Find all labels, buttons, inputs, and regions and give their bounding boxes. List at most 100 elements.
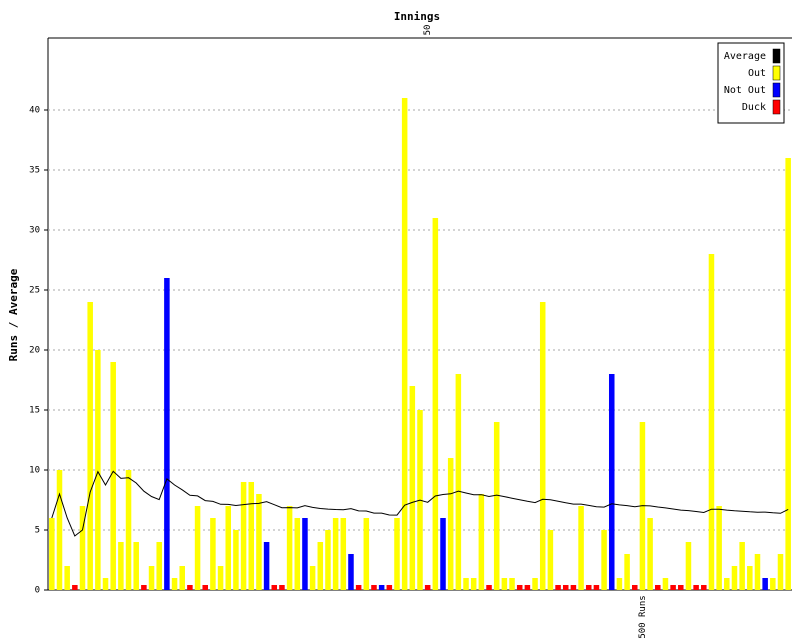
bar xyxy=(509,578,515,590)
bar xyxy=(401,98,408,590)
bar xyxy=(95,350,101,590)
legend-swatch xyxy=(772,82,781,98)
bar xyxy=(225,506,232,590)
bar xyxy=(302,518,308,590)
bar xyxy=(770,578,776,590)
bar xyxy=(562,585,569,590)
bar xyxy=(217,566,224,590)
bar xyxy=(56,470,63,590)
bar xyxy=(87,302,93,590)
bar xyxy=(616,578,623,590)
bar xyxy=(678,585,684,590)
bar xyxy=(478,494,485,590)
bottom-marker: 500 Runs xyxy=(638,595,648,638)
bar xyxy=(455,374,462,590)
bar xyxy=(171,578,178,590)
bar xyxy=(555,585,561,590)
bar xyxy=(294,518,301,590)
bar xyxy=(72,585,78,590)
average-line xyxy=(51,470,789,537)
bar xyxy=(394,518,400,590)
legend-swatch xyxy=(772,48,781,64)
y-axis-label: Runs / Average xyxy=(7,268,20,361)
bar xyxy=(424,585,431,590)
bar xyxy=(79,506,86,590)
bar xyxy=(194,506,201,590)
bar xyxy=(447,458,454,590)
y-tick-label: 25 xyxy=(29,286,40,296)
chart-title: Innings xyxy=(394,10,440,23)
bar xyxy=(248,482,255,590)
y-tick-label: 20 xyxy=(29,346,40,356)
bar xyxy=(754,554,761,590)
bar xyxy=(179,566,185,590)
bar xyxy=(156,542,162,590)
bar xyxy=(486,585,492,590)
y-tick-label: 5 xyxy=(35,526,40,536)
bar xyxy=(64,566,70,590)
bar xyxy=(731,566,738,590)
legend-swatch xyxy=(772,99,781,115)
bar xyxy=(187,585,193,590)
y-tick-label: 30 xyxy=(29,226,40,236)
bar xyxy=(601,530,607,590)
bar xyxy=(532,578,538,590)
legend-swatch xyxy=(772,65,781,81)
bar xyxy=(256,494,262,590)
bar xyxy=(141,585,147,590)
bar xyxy=(279,585,285,590)
bar xyxy=(325,530,331,590)
bar xyxy=(271,585,278,590)
bar xyxy=(747,566,753,590)
bar xyxy=(340,518,347,590)
bar xyxy=(593,585,600,590)
y-tick-label: 15 xyxy=(29,406,40,416)
bar xyxy=(701,585,707,590)
bar xyxy=(501,578,508,590)
bar xyxy=(739,542,745,590)
bar xyxy=(608,374,615,590)
bar xyxy=(363,518,370,590)
bar xyxy=(440,518,446,590)
y-tick-label: 40 xyxy=(29,106,40,116)
bar xyxy=(378,585,385,590)
bar xyxy=(240,482,247,590)
y-tick-label: 0 xyxy=(35,586,40,596)
bar xyxy=(202,585,208,590)
bar xyxy=(49,518,55,590)
bar xyxy=(662,578,669,590)
bar xyxy=(409,386,416,590)
bar xyxy=(524,585,531,590)
bar xyxy=(470,578,477,590)
bar xyxy=(570,585,577,590)
bar xyxy=(110,362,116,590)
bar xyxy=(762,578,768,590)
bar xyxy=(585,585,592,590)
bar xyxy=(493,422,500,590)
legend-label: Out xyxy=(748,68,766,79)
bar xyxy=(371,585,377,590)
bar xyxy=(716,506,722,590)
bar xyxy=(708,254,715,590)
bar xyxy=(655,585,661,590)
bar xyxy=(463,578,469,590)
bar xyxy=(578,506,584,590)
bar xyxy=(685,542,692,590)
bar xyxy=(233,530,239,590)
bar xyxy=(547,530,554,590)
bar xyxy=(164,278,170,590)
bar xyxy=(647,518,653,590)
legend-label: Not Out xyxy=(724,85,766,96)
bar xyxy=(785,158,791,590)
y-tick-label: 10 xyxy=(29,466,40,476)
bar xyxy=(133,542,139,590)
bar xyxy=(332,518,339,590)
legend-label: Duck xyxy=(742,102,766,113)
bar xyxy=(539,302,546,590)
bar xyxy=(309,566,316,590)
bar xyxy=(317,542,324,590)
bar xyxy=(693,585,699,590)
bar xyxy=(516,585,523,590)
